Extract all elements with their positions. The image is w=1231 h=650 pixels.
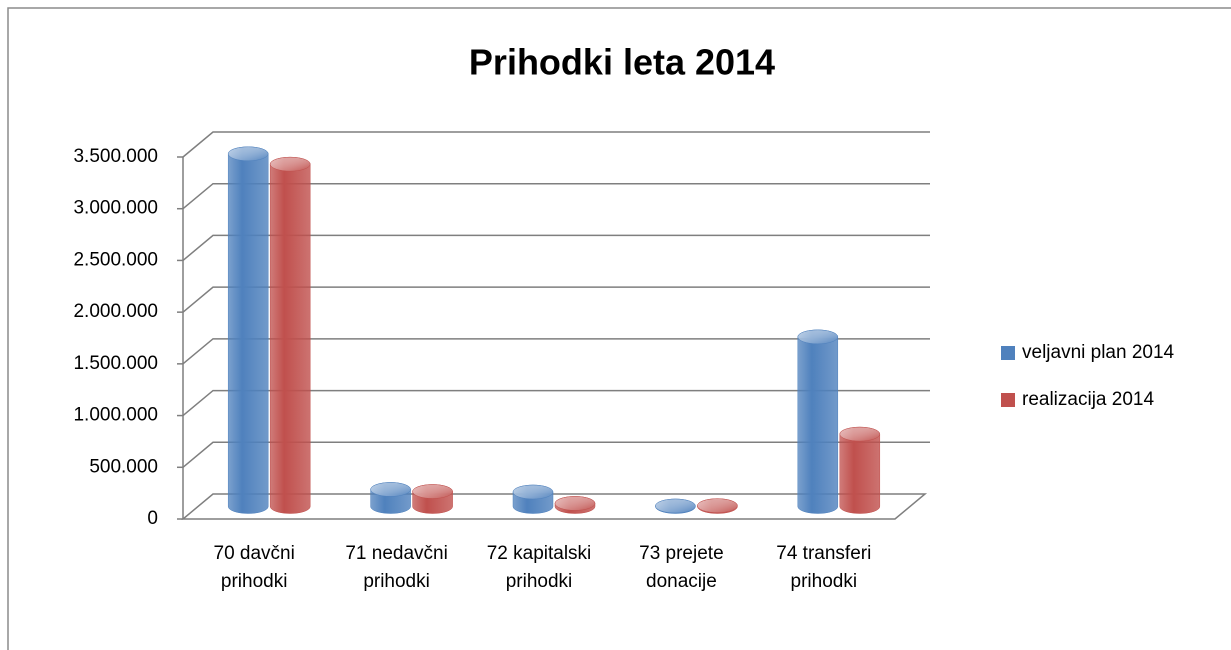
bar (269, 156, 311, 514)
x-tick-label: 70 davčni prihodki (213, 543, 295, 592)
grid-line (182, 338, 930, 365)
y-tick-label: 3.500.000 (73, 146, 158, 167)
bar-top (797, 329, 839, 345)
bar-top (227, 146, 269, 162)
grid-line (182, 389, 930, 417)
floor (180, 493, 928, 520)
bar-top (512, 484, 554, 500)
grid-line (182, 234, 930, 262)
legend-label: realizacija 2014 (1022, 389, 1154, 410)
y-tick-label: 500.000 (89, 456, 158, 477)
y-tick-label: 3.000.000 (73, 198, 158, 219)
bar-top (839, 426, 881, 442)
x-tick-label: 74 transferi prihodki (776, 543, 872, 592)
bar-top (697, 498, 738, 513)
chart-title: Prihodki leta 2014 (469, 42, 775, 83)
grid-line (182, 441, 930, 468)
bar-top (412, 484, 453, 499)
bar-top (554, 496, 596, 511)
legend-label: veljavni plan 2014 (1022, 342, 1175, 363)
bar (227, 146, 269, 514)
legend-swatch (1001, 346, 1015, 360)
y-tick-label: 1.500.000 (73, 353, 158, 374)
legend-swatch (1001, 393, 1015, 407)
x-tick-label: 73 prejete donacije (639, 543, 724, 592)
x-tick-label: 72 kapitalski prihodki (486, 543, 592, 592)
chart-border (7, 7, 1231, 650)
bar-top (269, 156, 311, 172)
x-tick-label: 71 nedavčni prihodki (345, 543, 448, 592)
y-tick-label: 2.000.000 (73, 301, 158, 322)
grid-line (182, 182, 930, 210)
bar-top (370, 482, 411, 497)
y-tick-label: 2.500.000 (73, 249, 158, 270)
grid-line (182, 286, 930, 313)
y-tick-label: 1.000.000 (73, 405, 158, 426)
y-tick-label: 0 (147, 508, 158, 529)
grid-line (182, 131, 930, 158)
bar-top (655, 498, 696, 514)
bar (797, 329, 839, 514)
